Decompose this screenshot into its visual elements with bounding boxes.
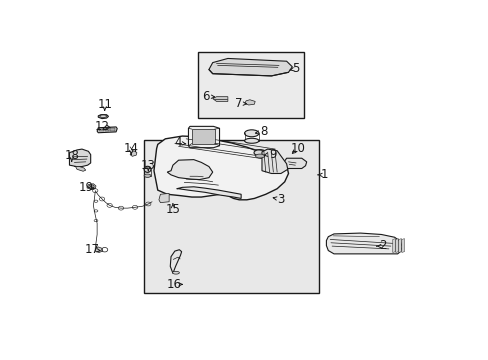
Ellipse shape: [144, 166, 151, 172]
Text: 12: 12: [94, 120, 109, 133]
Polygon shape: [212, 97, 227, 102]
Text: 10: 10: [290, 142, 305, 155]
Polygon shape: [159, 193, 169, 203]
Polygon shape: [208, 58, 292, 76]
Ellipse shape: [255, 154, 264, 158]
Polygon shape: [69, 149, 90, 167]
Bar: [110, 128, 115, 131]
Polygon shape: [74, 167, 85, 171]
Ellipse shape: [144, 174, 151, 177]
Polygon shape: [398, 239, 401, 252]
Polygon shape: [392, 239, 395, 252]
Polygon shape: [167, 159, 212, 180]
Polygon shape: [170, 250, 181, 273]
Text: 2: 2: [379, 239, 386, 252]
Text: 13: 13: [141, 159, 155, 172]
Text: 18: 18: [64, 149, 79, 162]
Polygon shape: [326, 233, 401, 254]
Text: 3: 3: [277, 193, 284, 206]
Polygon shape: [188, 126, 219, 148]
Polygon shape: [401, 239, 404, 252]
Bar: [104, 128, 109, 131]
Bar: [144, 140, 318, 293]
Bar: [99, 128, 103, 131]
Polygon shape: [95, 247, 102, 252]
Text: 5: 5: [291, 62, 298, 75]
Text: 16: 16: [166, 278, 181, 291]
Text: 7: 7: [235, 97, 243, 110]
Bar: [197, 51, 303, 118]
Text: 8: 8: [260, 125, 267, 138]
Ellipse shape: [244, 138, 259, 143]
Polygon shape: [244, 100, 255, 105]
Polygon shape: [87, 184, 96, 190]
Text: 4: 4: [175, 136, 182, 149]
Text: 14: 14: [123, 142, 139, 155]
Text: 17: 17: [84, 243, 100, 256]
Polygon shape: [176, 187, 241, 198]
Polygon shape: [282, 158, 306, 168]
Ellipse shape: [172, 271, 179, 274]
Polygon shape: [262, 149, 287, 174]
Text: 6: 6: [202, 90, 209, 103]
Ellipse shape: [253, 150, 265, 156]
Polygon shape: [97, 127, 117, 133]
Text: 1: 1: [320, 168, 327, 181]
Polygon shape: [395, 239, 398, 252]
Polygon shape: [191, 129, 214, 144]
Ellipse shape: [244, 130, 259, 137]
Polygon shape: [130, 151, 137, 156]
Polygon shape: [98, 115, 108, 118]
Polygon shape: [154, 136, 288, 200]
Text: 9: 9: [268, 148, 276, 161]
Text: 15: 15: [165, 203, 180, 216]
Text: 19: 19: [78, 181, 93, 194]
Text: 11: 11: [97, 98, 112, 111]
